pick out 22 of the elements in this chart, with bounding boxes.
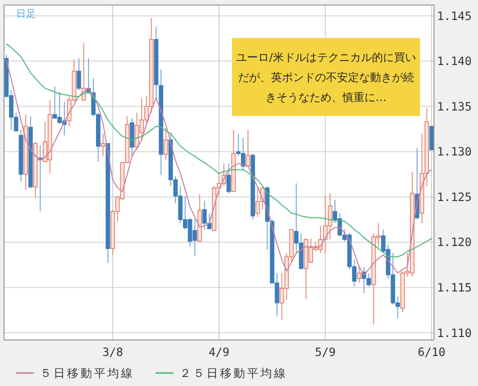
x-tick-label: 6/10 bbox=[418, 345, 446, 359]
y-tick-label: 1.130 bbox=[437, 144, 472, 159]
candlestick bbox=[164, 128, 168, 160]
y-tick-label: 1.110 bbox=[437, 326, 472, 340]
y-tick-label: 1.140 bbox=[437, 54, 472, 68]
x-tick-label: 4/9 bbox=[208, 345, 230, 359]
y-tick-label: 1.115 bbox=[437, 280, 472, 294]
x-tick-label: 5/9 bbox=[314, 345, 336, 359]
candlestick bbox=[356, 266, 362, 284]
legend-label: ５日移動平均線 bbox=[40, 366, 134, 380]
y-tick-label: 1.120 bbox=[437, 235, 472, 250]
y-tick-label: 1.145 bbox=[437, 8, 472, 23]
candlestick bbox=[100, 133, 106, 157]
legend-label: ２５日移動平均線 bbox=[180, 366, 288, 380]
y-tick-label: 1.125 bbox=[437, 190, 472, 204]
annotation: 日足 bbox=[16, 9, 36, 20]
candlestick bbox=[429, 126, 434, 150]
candlestick bbox=[76, 58, 82, 91]
candlestick bbox=[226, 162, 231, 194]
y-tick-label: 1.135 bbox=[437, 99, 472, 114]
annotation: ユーロ/米ドルはテクニカル的に買いだが、英ポンドの不安定な動きが続きそうなため、慎重に… bbox=[236, 51, 416, 104]
x-tick-label: 3/8 bbox=[102, 345, 124, 359]
